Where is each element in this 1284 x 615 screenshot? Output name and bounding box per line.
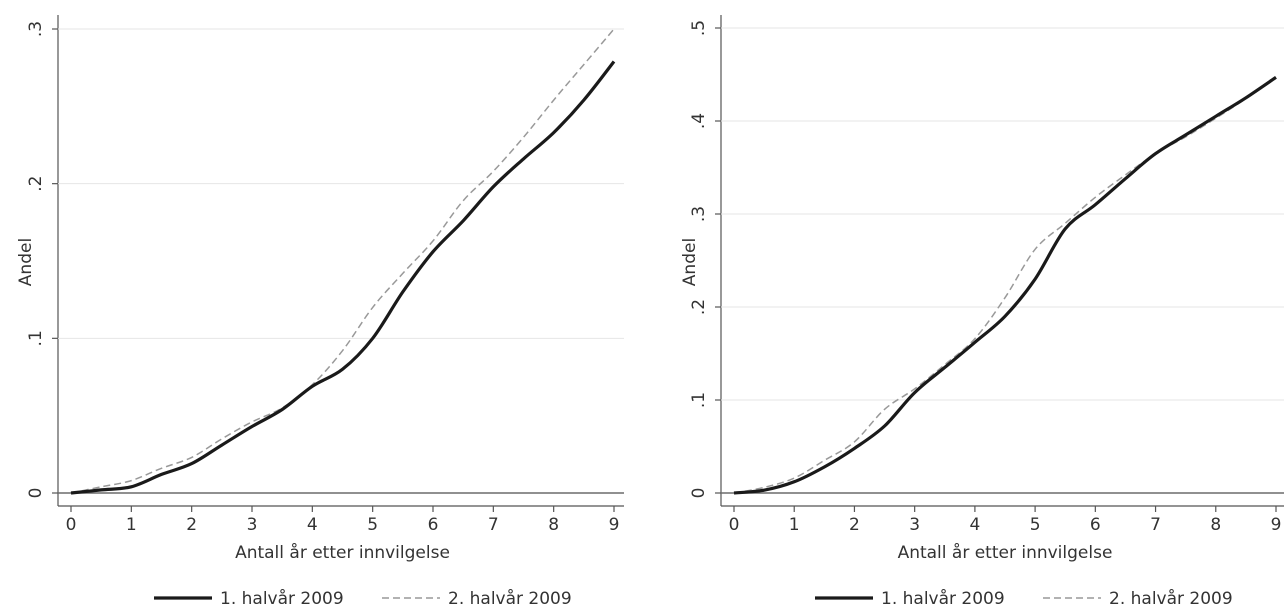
series-line-second-half-2009 xyxy=(733,77,1277,494)
legend-label: 1. halvår 2009 xyxy=(881,588,1005,609)
y-tick-label: .2 xyxy=(26,176,46,192)
x-tick-label: 5 xyxy=(367,515,378,535)
series-line-second-half-2009 xyxy=(70,28,615,494)
y-tick-label: 0 xyxy=(26,488,46,499)
chart-panel-1: 0 .1 .2 .3 0 1 2 3 4 5 6 7 8 9 Antall år etter innvilg… xyxy=(16,15,624,609)
x-tick-label: 1 xyxy=(126,515,137,535)
y-tick-label: .1 xyxy=(689,392,709,408)
x-tick-label: 6 xyxy=(1090,515,1101,535)
legend: 1. halvår 2009 2. halvår 2009 xyxy=(154,588,572,609)
series-line-first-half-2009 xyxy=(70,60,616,495)
x-tick-label: 5 xyxy=(1030,515,1041,535)
legend-label: 2. halvår 2009 xyxy=(448,588,572,609)
x-tick-label: 0 xyxy=(66,515,77,535)
x-tick-label: 4 xyxy=(307,515,318,535)
x-tick-label: 1 xyxy=(789,515,800,535)
y-tick-label: 0 xyxy=(689,488,709,499)
legend: 1. halvår 2009 2. halvår 2009 xyxy=(815,588,1233,609)
x-tick-label: 9 xyxy=(609,515,620,535)
y-tick-label: .2 xyxy=(689,299,709,315)
y-tick-label: .5 xyxy=(689,20,709,36)
y-tick-label: .4 xyxy=(689,113,709,129)
legend-label: 2. halvår 2009 xyxy=(1109,588,1233,609)
x-tick-label: 8 xyxy=(548,515,559,535)
x-tick-label: 0 xyxy=(729,515,740,535)
y-tick-label: .3 xyxy=(689,206,709,222)
x-tick-label: 9 xyxy=(1271,515,1282,535)
y-tick-label: .1 xyxy=(26,330,46,346)
series-line-first-half-2009 xyxy=(733,75,1277,495)
x-tick-label: 2 xyxy=(849,515,860,535)
x-tick-label: 6 xyxy=(428,515,439,535)
x-tick-label: 8 xyxy=(1210,515,1221,535)
x-tick-label: 3 xyxy=(909,515,920,535)
x-tick-label: 7 xyxy=(488,515,499,535)
legend-label: 1. halvår 2009 xyxy=(220,588,344,609)
y-axis-title: Andel xyxy=(680,238,700,286)
x-tick-label: 3 xyxy=(247,515,258,535)
x-axis-title: Antall år etter innvilgelse xyxy=(898,542,1113,563)
y-tick-label: .3 xyxy=(26,21,46,37)
y-axis-title: Andel xyxy=(16,238,36,286)
chart-panel-2: 0 .1 .2 .3 .4 .5 0 1 2 3 4 5 6 7 8 9 Antall år etter inn… xyxy=(680,15,1284,609)
x-tick-label: 4 xyxy=(969,515,980,535)
x-tick-label: 2 xyxy=(186,515,197,535)
x-axis-title: Antall år etter innvilgelse xyxy=(235,542,450,563)
x-tick-label: 7 xyxy=(1150,515,1161,535)
